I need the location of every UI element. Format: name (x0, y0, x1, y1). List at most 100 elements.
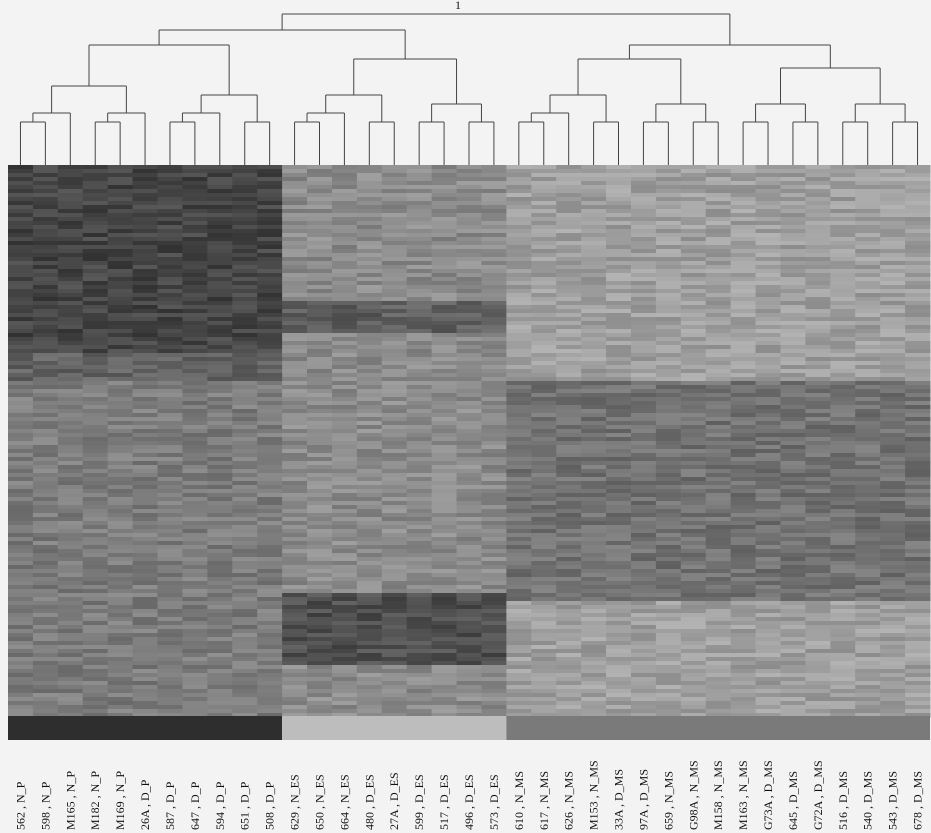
heatmap-cell (655, 669, 682, 674)
heatmap-cell (331, 425, 358, 430)
heatmap-cell (880, 609, 906, 614)
heatmap-cell (905, 581, 931, 586)
heatmap-cell (182, 485, 208, 490)
heatmap-cell (581, 377, 607, 382)
heatmap-cell (655, 473, 682, 478)
heatmap-cell (282, 297, 308, 302)
heatmap-cell (705, 229, 732, 234)
heatmap-cell (730, 453, 757, 458)
heatmap-cell (506, 297, 532, 302)
heatmap-cell (606, 385, 632, 390)
heatmap-cell (506, 493, 532, 498)
heatmap-cell (680, 477, 707, 482)
heatmap-cell (780, 269, 806, 274)
heatmap-cell (680, 245, 707, 250)
heatmap-cell (805, 669, 831, 674)
heatmap-cell (780, 685, 806, 690)
heatmap-cell (282, 229, 308, 234)
heatmap-cell (880, 309, 906, 314)
heatmap-cell (331, 321, 358, 326)
heatmap-cell (855, 521, 881, 526)
heatmap-cell (680, 509, 707, 514)
heatmap-cell (232, 553, 258, 558)
heatmap-cell (157, 453, 183, 458)
heatmap-cell (855, 233, 881, 238)
heatmap-cell (606, 181, 632, 186)
heatmap-cell (680, 249, 707, 254)
heatmap-cell (107, 541, 134, 546)
heatmap-cell (581, 365, 607, 370)
heatmap-cell (132, 561, 159, 566)
heatmap-cell (481, 685, 507, 690)
heatmap-cell (381, 401, 408, 406)
heatmap-cell (805, 257, 831, 262)
heatmap-cell (780, 621, 806, 626)
heatmap-cell (57, 273, 84, 278)
heatmap-cell (406, 325, 433, 330)
heatmap-cell (606, 533, 632, 538)
heatmap-cell (307, 453, 333, 458)
heatmap-cell (207, 613, 233, 618)
heatmap-cell (456, 553, 482, 558)
heatmap-cell (282, 185, 308, 190)
heatmap-cell (506, 193, 532, 198)
heatmap-cell (531, 257, 557, 262)
heatmap-cell (182, 577, 208, 582)
heatmap-cell (381, 585, 408, 590)
heatmap-cell (880, 533, 906, 538)
heatmap-cell (257, 549, 283, 554)
heatmap-cell (830, 393, 856, 398)
heatmap-cell (107, 381, 134, 386)
heatmap-cell (8, 637, 34, 642)
heatmap-cell (655, 549, 682, 554)
heatmap-cell (680, 305, 707, 310)
heatmap-cell (307, 573, 333, 578)
heatmap-cell (581, 221, 607, 226)
heatmap-cell (207, 625, 233, 630)
heatmap-cell (8, 169, 34, 174)
heatmap-cell (606, 345, 632, 350)
heatmap-cell (282, 421, 308, 426)
heatmap-cell (431, 601, 458, 606)
heatmap-cell (282, 313, 308, 318)
heatmap-cell (755, 261, 781, 266)
heatmap-cell (456, 629, 482, 634)
heatmap-cell (257, 365, 283, 370)
heatmap-cell (8, 585, 34, 590)
heatmap-cell (531, 473, 557, 478)
heatmap-cell (481, 221, 507, 226)
heatmap-cell (630, 265, 657, 270)
heatmap-cell (680, 529, 707, 534)
heatmap-cell (606, 597, 632, 602)
heatmap-cell (755, 325, 781, 330)
heatmap-cell (680, 609, 707, 614)
heatmap-cell (356, 577, 383, 582)
heatmap-cell (606, 429, 632, 434)
heatmap-cell (805, 581, 831, 586)
heatmap-cell (730, 265, 757, 270)
heatmap-cell (556, 221, 582, 226)
heatmap-cell (905, 197, 931, 202)
heatmap-cell (107, 377, 134, 382)
heatmap-cell (431, 297, 458, 302)
dendrogram (19, 13, 919, 165)
heatmap-cell (331, 617, 358, 622)
heatmap-cell (282, 553, 308, 558)
heatmap-cell (307, 481, 333, 486)
heatmap-cell (830, 597, 856, 602)
heatmap-cell (581, 585, 607, 590)
heatmap-cell (830, 313, 856, 318)
heatmap-cell (257, 385, 283, 390)
heatmap-cell (581, 629, 607, 634)
heatmap-cell (381, 601, 408, 606)
heatmap-cell (630, 181, 657, 186)
heatmap-cell (132, 213, 159, 218)
heatmap-cell (581, 513, 607, 518)
heatmap-cell (855, 189, 881, 194)
heatmap-cell (531, 193, 557, 198)
heatmap-cell (456, 489, 482, 494)
heatmap-cell (581, 193, 607, 198)
heatmap-cell (680, 689, 707, 694)
heatmap-cell (556, 565, 582, 570)
heatmap-cell (456, 397, 482, 402)
